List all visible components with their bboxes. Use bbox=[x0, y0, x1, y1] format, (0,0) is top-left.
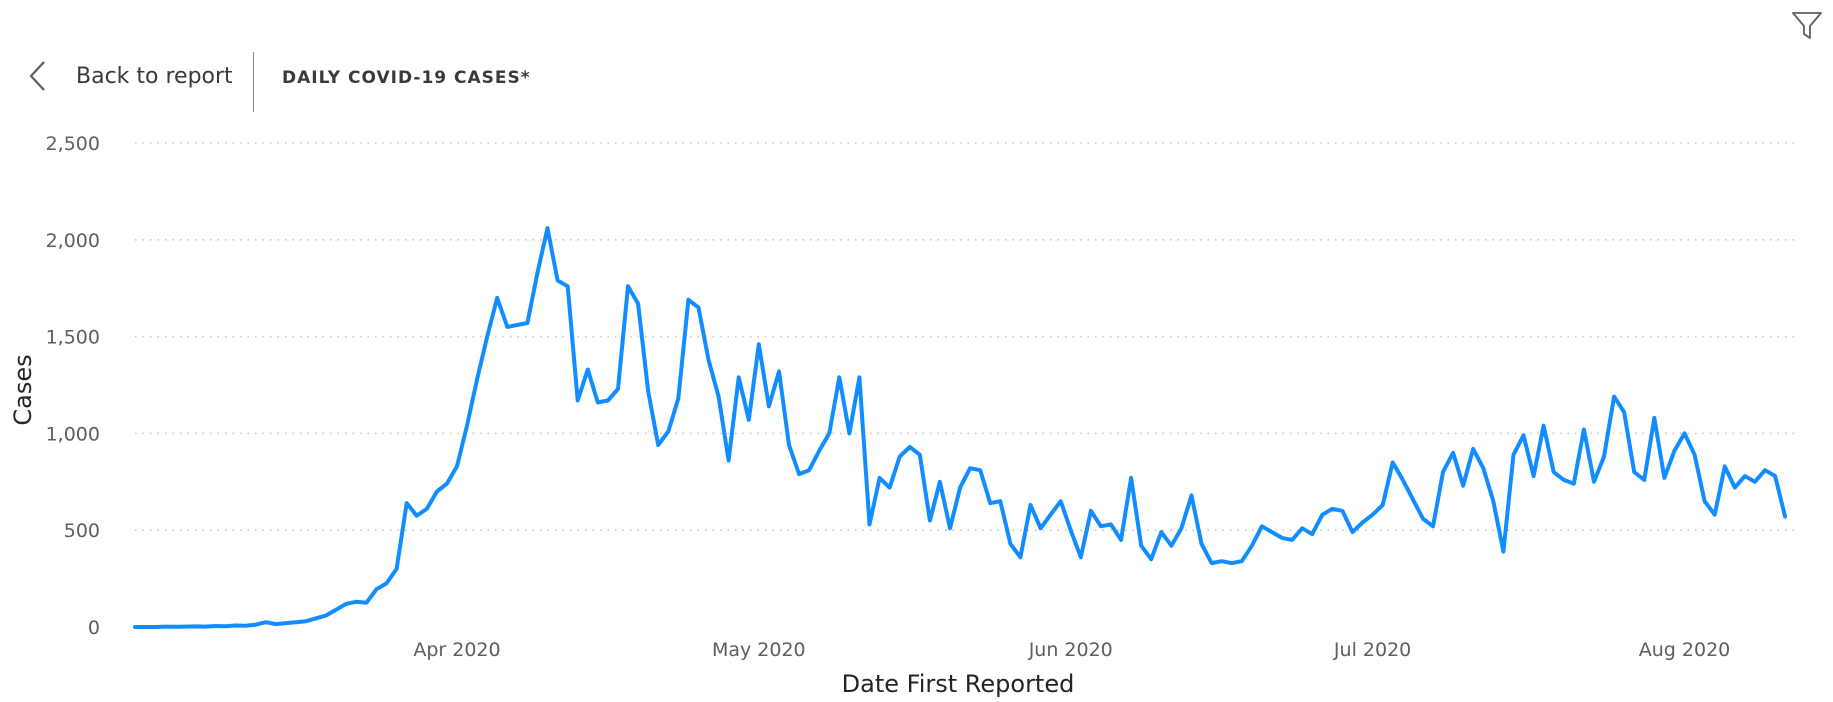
series-layer bbox=[135, 228, 1785, 627]
y-tick-label: 500 bbox=[64, 520, 100, 542]
x-tick-label: Jun 2020 bbox=[1028, 639, 1113, 661]
series-line bbox=[135, 228, 1785, 627]
y-axis-title: Cases bbox=[9, 354, 37, 425]
y-tick-label: 0 bbox=[88, 617, 100, 639]
x-tick-label: Apr 2020 bbox=[413, 639, 500, 661]
x-tick-label: Jul 2020 bbox=[1333, 639, 1411, 661]
y-tick-label: 2,000 bbox=[46, 230, 100, 252]
x-tick-label: May 2020 bbox=[712, 639, 806, 661]
x-axis-ticks: Apr 2020 May 2020 Jun 2020 Jul 2020 Aug 2020 bbox=[413, 639, 1730, 661]
y-tick-label: 1,500 bbox=[46, 327, 100, 349]
y-tick-label: 1,000 bbox=[46, 423, 100, 445]
x-tick-label: Aug 2020 bbox=[1639, 639, 1731, 661]
y-axis-ticks: 0 500 1,000 1,500 2,000 2,500 bbox=[46, 133, 100, 639]
gridlines bbox=[135, 143, 1795, 530]
x-axis-title: Date First Reported bbox=[842, 670, 1075, 698]
y-tick-label: 2,500 bbox=[46, 133, 100, 155]
